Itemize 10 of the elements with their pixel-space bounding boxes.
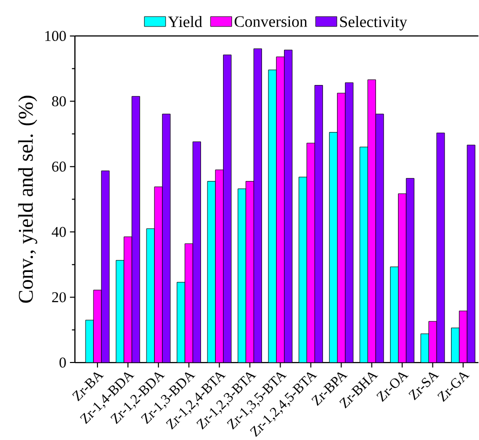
y-tick-label: 0 xyxy=(60,357,66,368)
legend-label: Yield xyxy=(168,16,202,28)
y-tick-label: 60 xyxy=(52,161,66,172)
y-tick-label: 100 xyxy=(45,30,66,41)
y-tick-label: 80 xyxy=(52,96,66,106)
y-tick-label: 20 xyxy=(52,292,66,302)
legend-label: Selectivity xyxy=(340,16,408,30)
y-tick-label: 40 xyxy=(52,226,66,237)
legend-label: Conversion xyxy=(234,16,308,27)
y-axis-title: Conv., yield and sel. (%) xyxy=(18,96,38,303)
